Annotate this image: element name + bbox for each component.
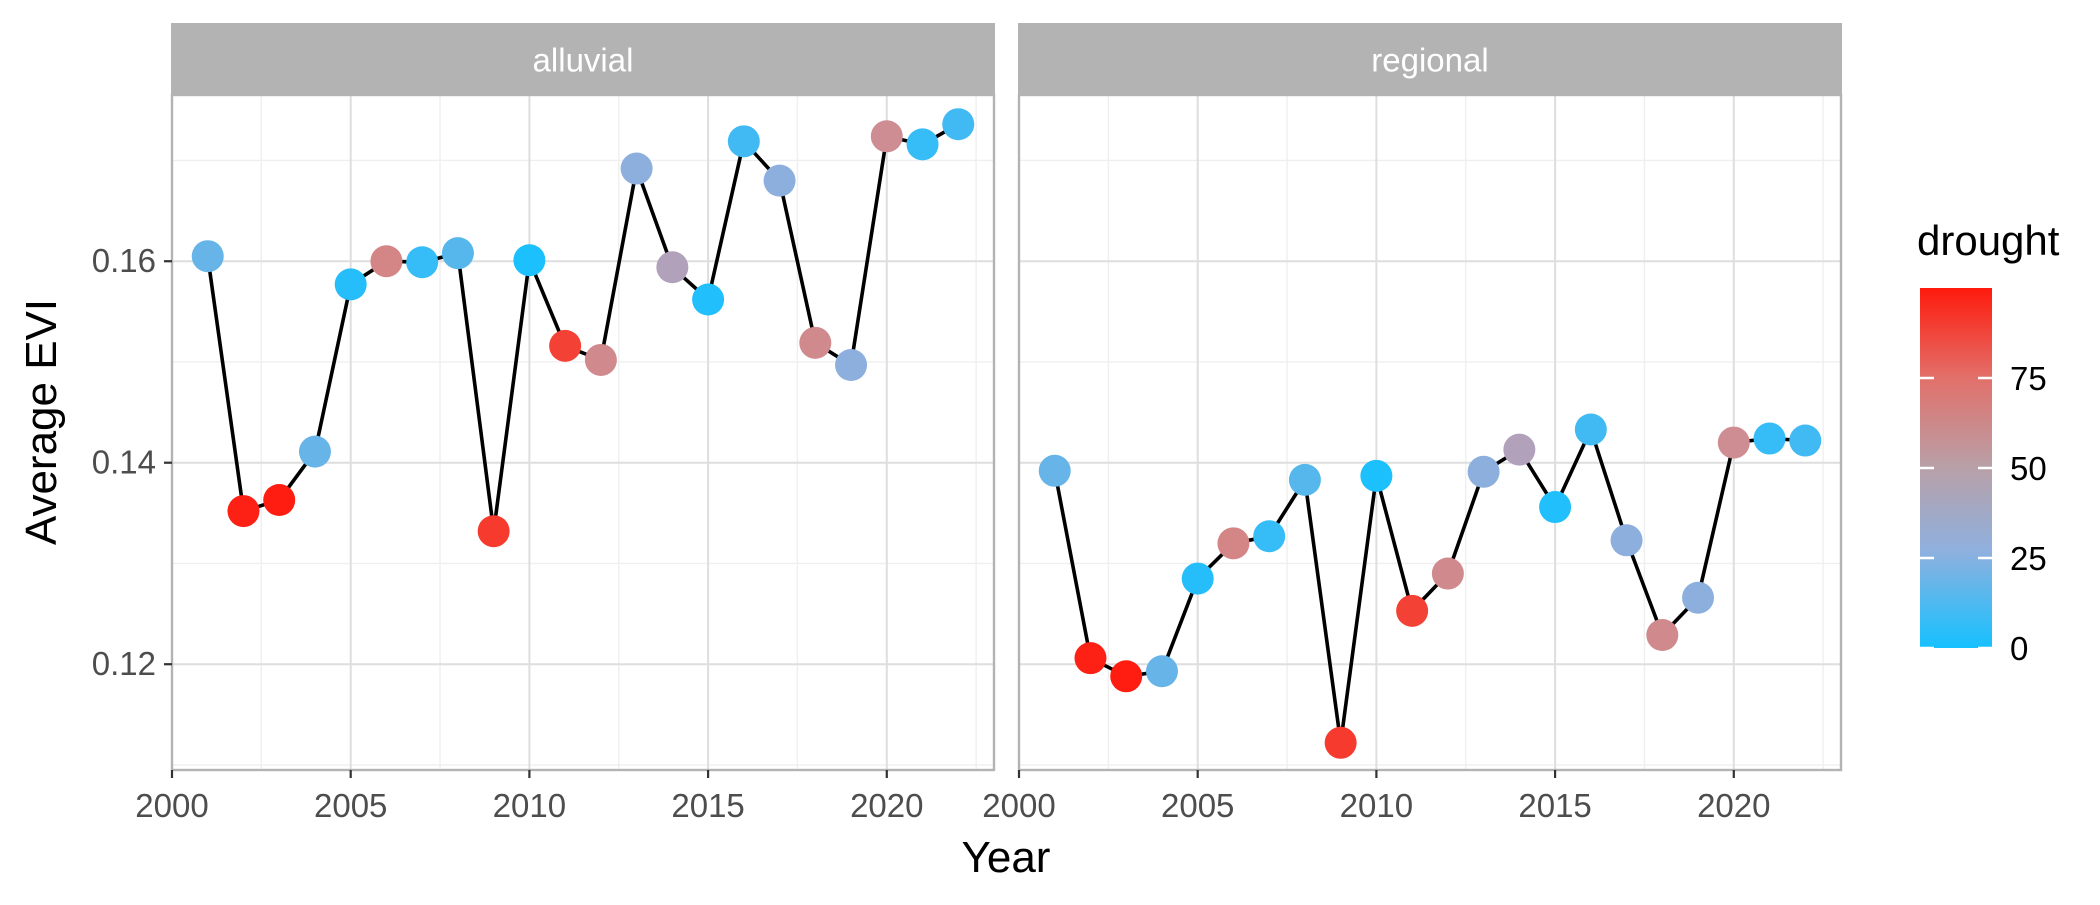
panel-background	[172, 95, 994, 770]
x-tick-label: 2000	[135, 787, 208, 824]
data-point	[370, 245, 403, 278]
data-point	[835, 349, 868, 381]
panel-background	[1019, 95, 1841, 770]
data-point	[1253, 520, 1286, 553]
x-tick-label: 2015	[671, 787, 744, 824]
data-point	[1789, 424, 1822, 457]
data-point	[191, 240, 224, 273]
data-point	[620, 152, 653, 185]
facet-strip-label: alluvial	[533, 42, 634, 79]
data-point	[477, 515, 510, 548]
data-point	[1574, 413, 1607, 446]
legend-tick-label: 0	[2010, 630, 2028, 667]
data-point	[441, 237, 474, 270]
panel-regional: regional 2000 2005 2010 2015 2020	[982, 23, 1843, 824]
data-point	[549, 329, 582, 362]
data-point	[1360, 459, 1393, 492]
x-tick-label: 2010	[1340, 787, 1413, 824]
data-point	[727, 125, 760, 158]
x-tick-label: 2020	[850, 787, 923, 824]
data-point	[1181, 562, 1214, 595]
x-tick-label: 2005	[1161, 787, 1234, 824]
data-point	[263, 484, 296, 516]
data-point	[1682, 581, 1715, 614]
legend: drought 0 25 50 75	[1917, 217, 2060, 667]
x-tick-label: 2020	[1697, 787, 1770, 824]
legend-tick-label: 25	[2010, 540, 2047, 577]
panels-layer: alluvial 2000 2005 2010 2015 2020 0.12 0.14 0.16…	[92, 23, 1843, 824]
data-point	[1467, 455, 1500, 488]
data-point	[1038, 454, 1071, 487]
data-point	[799, 326, 832, 359]
data-point	[1074, 642, 1107, 675]
data-point	[1110, 660, 1143, 693]
y-tick-label: 0.12	[92, 645, 156, 682]
data-point	[1288, 463, 1321, 496]
data-point	[870, 120, 903, 153]
series-line	[1052, 427, 1806, 745]
legend-tick-label: 50	[2010, 450, 2047, 487]
facet-strip	[171, 23, 995, 96]
data-point	[227, 495, 260, 528]
data-point	[513, 244, 546, 277]
x-tick-label: 2000	[982, 787, 1055, 824]
data-point	[1324, 726, 1357, 759]
y-tick-label: 0.14	[92, 444, 156, 481]
data-point	[1753, 422, 1786, 455]
x-axis-title: Year	[962, 833, 1051, 882]
facet-strip	[1018, 23, 1842, 96]
y-axis-title: Average EVI	[17, 299, 66, 545]
data-point	[906, 128, 939, 161]
x-tick-label: 2010	[493, 787, 566, 824]
data-point	[1646, 619, 1679, 651]
data-point	[1503, 433, 1536, 466]
x-tick-label: 2015	[1518, 787, 1591, 824]
data-point	[1145, 655, 1178, 688]
data-point	[1717, 426, 1750, 459]
data-point	[1396, 594, 1429, 627]
data-point	[1539, 491, 1572, 524]
y-tick-label: 0.16	[92, 242, 156, 279]
facet-strip-label: regional	[1371, 42, 1488, 79]
legend-title: drought	[1917, 217, 2060, 264]
data-point	[942, 108, 975, 141]
data-point	[298, 435, 331, 468]
panel-alluvial: alluvial 2000 2005 2010 2015 2020 0.12 0.14 0.16	[92, 23, 996, 824]
data-point	[584, 343, 617, 376]
data-point	[334, 268, 367, 301]
data-point	[1431, 557, 1464, 590]
data-point	[763, 164, 796, 197]
axes-layer: Average EVI Year	[17, 299, 1050, 882]
data-point	[406, 246, 439, 279]
data-point	[656, 251, 689, 284]
x-tick-label: 2005	[314, 787, 387, 824]
data-point	[1217, 527, 1250, 560]
legend-tick-label: 75	[2010, 360, 2047, 397]
data-point	[1610, 524, 1643, 557]
data-point	[692, 283, 725, 316]
legend-ticks: 0 25 50 75	[1920, 360, 2047, 667]
series-line	[205, 122, 960, 533]
